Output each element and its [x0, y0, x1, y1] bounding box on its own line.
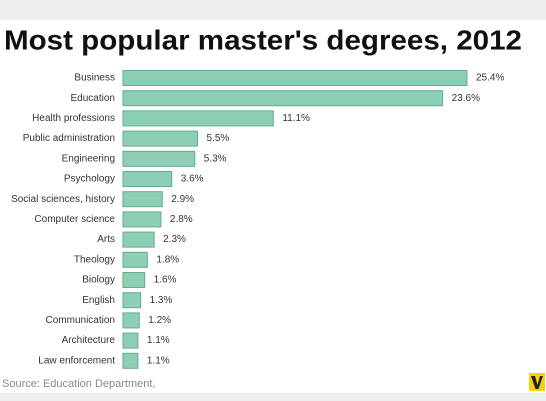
category-label: Health professions — [32, 113, 115, 124]
logo-mark — [531, 376, 543, 389]
bar — [122, 231, 155, 248]
bar — [122, 251, 148, 268]
bar — [122, 312, 140, 329]
value-label: 1.1% — [147, 335, 170, 346]
value-label: 5.5% — [206, 133, 229, 144]
category-label: Social sciences, history — [11, 194, 115, 205]
category-label: Engineering — [62, 153, 115, 164]
source-note: Source: Education Department, — [2, 378, 155, 390]
bar — [122, 292, 142, 309]
value-label: 1.6% — [154, 275, 177, 286]
bar — [122, 352, 139, 369]
category-label: Psychology — [64, 174, 115, 185]
category-label: Business — [74, 73, 115, 84]
bottom-strip — [0, 393, 546, 401]
category-label: Arts — [97, 234, 115, 245]
category-label: Computer science — [34, 214, 115, 225]
value-label: 25.4% — [476, 73, 504, 84]
category-label: Theology — [74, 254, 115, 265]
bar — [122, 332, 139, 349]
value-label: 11.1% — [282, 113, 310, 124]
category-label: Architecture — [62, 335, 116, 346]
value-label: 1.2% — [148, 315, 171, 326]
value-label: 1.1% — [147, 355, 170, 366]
bar — [122, 70, 468, 86]
bar — [122, 150, 196, 167]
category-label: Law enforcement — [38, 355, 115, 366]
bar — [122, 211, 162, 228]
category-label: Biology — [82, 275, 115, 286]
category-label: Communication — [46, 315, 115, 326]
bar — [122, 110, 274, 127]
category-label: Education — [71, 93, 115, 104]
bar — [122, 272, 146, 288]
bar — [122, 130, 198, 147]
bar — [122, 171, 173, 187]
category-label: Public administration — [23, 133, 115, 144]
value-label: 2.3% — [163, 234, 186, 245]
value-label: 2.8% — [170, 214, 193, 225]
value-label: 23.6% — [452, 93, 480, 104]
category-label: English — [82, 295, 115, 306]
top-strip — [0, 0, 546, 20]
value-label: 1.8% — [156, 254, 179, 265]
value-label: 2.9% — [171, 194, 194, 205]
value-label: 3.6% — [181, 174, 204, 185]
value-label: 1.3% — [150, 295, 173, 306]
logo — [529, 373, 545, 391]
value-label: 5.3% — [204, 153, 227, 164]
bar — [122, 191, 163, 208]
bar — [122, 90, 444, 107]
chart-title: Most popular master's degrees, 2012 — [4, 24, 522, 55]
